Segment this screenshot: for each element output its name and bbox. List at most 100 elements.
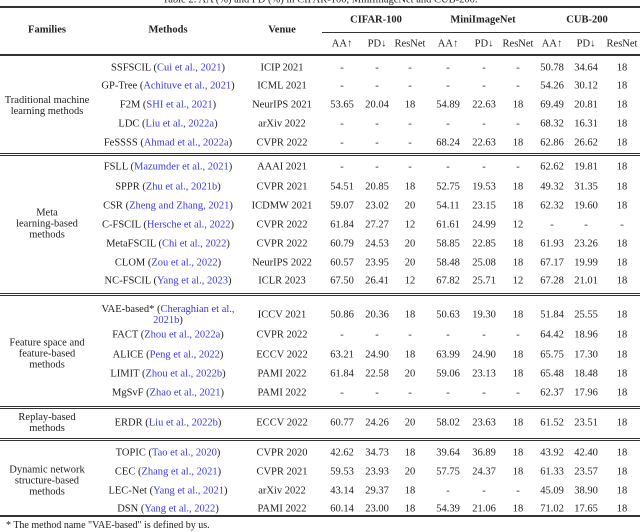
value-cell: 61.93 — [540, 238, 564, 250]
family-label: Traditional machine learning methods — [5, 95, 89, 117]
value-cell: - — [340, 329, 344, 341]
value-cell: 23.63 — [472, 417, 496, 429]
citation-link[interactable]: SHI et al., 2021 — [146, 99, 213, 111]
value-cell: 25.71 — [472, 275, 496, 287]
citation-link[interactable]: Tao et al., 2020 — [151, 447, 217, 459]
value-cell: 25.08 — [472, 257, 496, 269]
citation-link[interactable]: Yang et al., 2023 — [156, 275, 228, 287]
value-cell: 20.04 — [365, 99, 389, 111]
citation-link[interactable]: Ahmad et al., 2022a — [143, 137, 229, 149]
header-methods: Methods — [148, 24, 188, 36]
method-name: FeSSSS — [103, 137, 138, 149]
value-cell: 20 — [404, 257, 416, 269]
method-name: DSN — [117, 503, 139, 515]
value-cell: - — [516, 329, 520, 341]
value-cell: 63.99 — [436, 349, 460, 361]
method-name: LEC-Net — [108, 485, 147, 497]
value-cell: 12 — [512, 219, 524, 231]
value-cell: 17.65 — [574, 503, 598, 515]
venue-cell: ICIP 2021 — [260, 62, 304, 74]
value-cell: - — [446, 161, 450, 173]
citation-link[interactable]: Zhou et al., 2022b — [145, 368, 223, 380]
value-cell: - — [446, 118, 450, 130]
value-cell: 23.26 — [574, 238, 598, 250]
citation-link[interactable]: Zhu et al., 2021b — [145, 181, 218, 193]
footnote: * The method name "VAE-based" is defined… — [6, 520, 210, 531]
paren-close: ) — [224, 485, 228, 497]
value-cell: 58.48 — [436, 257, 460, 269]
value-cell: 39.64 — [436, 447, 460, 459]
value-cell: 18.96 — [574, 329, 598, 341]
value-cell: 24.90 — [472, 349, 496, 361]
method-name: C-FSCIL — [101, 219, 141, 231]
value-cell: - — [375, 137, 379, 149]
value-cell: 62.86 — [540, 137, 564, 149]
citation-link[interactable]: Mazumder et al., 2021 — [133, 161, 229, 173]
value-cell: 26.62 — [574, 137, 598, 149]
venue-cell: arXiv 2022 — [258, 118, 306, 130]
value-cell: 65.48 — [540, 368, 564, 380]
citation-link[interactable]: Yang et al., 2021 — [153, 485, 225, 497]
citation-link[interactable]: Cui et al., 2021 — [157, 62, 222, 74]
citation-link[interactable]: Liu et al., 2022a — [145, 118, 215, 130]
value-cell: - — [375, 329, 379, 341]
method-cell: LIMIT (Zhou et al., 2022b) — [93, 369, 243, 380]
family-label-line: Dynamic network — [9, 464, 85, 476]
value-cell: - — [516, 62, 520, 74]
paren-open: ( — [145, 447, 152, 459]
venue-cell: CVPR 2021 — [256, 181, 308, 193]
value-cell: 22.85 — [472, 238, 496, 250]
citation-link[interactable]: Zhang et al., 2021 — [141, 466, 218, 478]
value-cell: - — [482, 161, 486, 173]
paren-close: ) — [220, 329, 224, 341]
value-cell: - — [340, 62, 344, 74]
value-cell: 54.51 — [330, 181, 354, 193]
citation-link[interactable]: Chi et al., 2022 — [161, 238, 227, 250]
group-separator — [0, 440, 640, 441]
method-name: CEC — [114, 466, 136, 478]
method-cell: C-FSCIL (Hersche et al., 2022) — [93, 220, 243, 231]
method-cell: NC-FSCIL (Yang et al., 2023) — [93, 276, 243, 287]
citation-link[interactable]: Cheraghian et al., 2021b — [153, 304, 235, 326]
value-cell: - — [516, 80, 520, 92]
value-cell: 23.13 — [472, 368, 496, 380]
header-rule — [0, 54, 640, 56]
value-cell: - — [482, 80, 486, 92]
value-cell: 20 — [404, 200, 416, 212]
value-cell: 23.57 — [574, 466, 598, 478]
venue-cell: CVPR 2021 — [256, 466, 308, 478]
citation-link[interactable]: Zheng and Zhang, 2021 — [129, 200, 230, 212]
value-cell: 19.60 — [574, 200, 598, 212]
value-cell: 18 — [512, 368, 524, 380]
value-cell: 18 — [616, 200, 628, 212]
value-cell: 34.64 — [574, 62, 598, 74]
citation-link[interactable]: Achituve et al., 2021 — [143, 80, 232, 92]
value-cell: 18 — [512, 137, 524, 149]
citation-link[interactable]: Hersche et al., 2022 — [146, 219, 231, 231]
value-cell: 59.06 — [436, 368, 460, 380]
value-cell: 18 — [616, 257, 628, 269]
paren-open: ( — [139, 181, 146, 193]
paren-close: ) — [231, 80, 235, 92]
value-cell: - — [408, 161, 412, 173]
value-cell: 17.30 — [574, 349, 598, 361]
value-cell: 18 — [616, 485, 628, 497]
value-cell: 23.93 — [365, 466, 389, 478]
bottom-rule — [0, 515, 640, 517]
paren-open: ( — [138, 503, 145, 515]
venue-cell: CVPR 2022 — [256, 137, 308, 149]
method-name: CSR — [103, 200, 123, 212]
citation-link[interactable]: Zhao et al., 2021 — [149, 387, 221, 399]
method-cell: FSLL (Mazumder et al., 2021) — [93, 162, 243, 173]
citation-link[interactable]: Peng et al., 2022 — [149, 349, 220, 361]
value-cell: 62.62 — [540, 161, 564, 173]
method-cell: SSFSCIL (Cui et al., 2021) — [93, 63, 243, 74]
citation-link[interactable]: Zhou et al., 2022a — [144, 329, 221, 341]
value-cell: 67.28 — [540, 275, 564, 287]
value-cell: 38.90 — [574, 485, 598, 497]
value-cell: 18 — [404, 349, 416, 361]
venue-cell: CVPR 2022 — [256, 329, 308, 341]
citation-link[interactable]: Yang et al., 2022 — [144, 503, 216, 515]
citation-link[interactable]: Liu et al., 2022b — [148, 417, 218, 429]
citation-link[interactable]: Zou et al., 2022 — [151, 257, 218, 269]
